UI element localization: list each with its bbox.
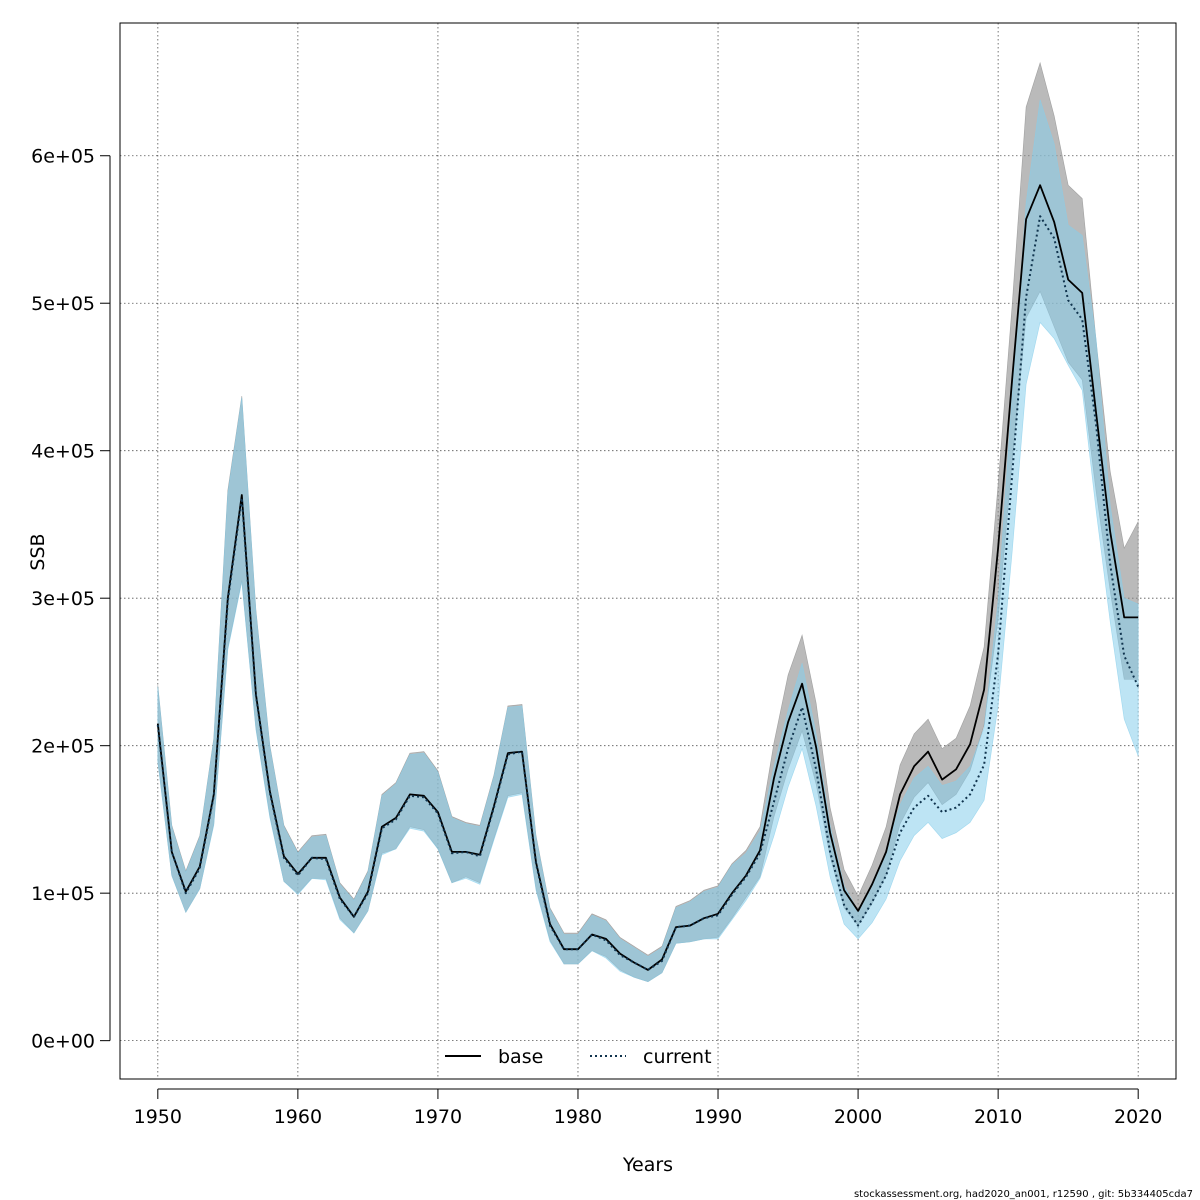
footer-note: stockassessment.org, had2020_an001, r125… [854,1189,1193,1200]
x-tick-label-2020: 2020 [1114,1106,1162,1128]
y-tick-label-600000: 6e+05 [31,146,95,168]
x-axis-title: Years [622,1154,673,1176]
y-tick-label-200000: 2e+05 [31,736,95,758]
x-tick-label-2000: 2000 [834,1106,882,1128]
y-tick-label-400000: 4e+05 [31,441,95,463]
legend: base current [445,1046,712,1068]
series-lines [156,184,1140,971]
x-tick-label-2010: 2010 [974,1106,1022,1128]
y-axis: 0e+00 1e+05 2e+05 3e+05 4e+05 5e+05 6e+05 [31,146,111,1053]
y-tick-label-100000: 1e+05 [31,883,95,905]
x-tick-label-1990: 1990 [694,1106,742,1128]
y-axis-title: SSB [27,533,49,570]
x-tick-label-1980: 1980 [554,1106,602,1128]
grid [120,23,1176,1079]
x-tick-label-1970: 1970 [414,1106,462,1128]
x-tick-label-1950: 1950 [134,1106,182,1128]
confidence-bands [157,61,1139,983]
legend-label-base: base [498,1046,543,1068]
band-current [157,99,1139,983]
y-tick-label-0: 0e+00 [31,1031,95,1053]
plot-frame [119,22,1177,1080]
legend-label-current: current [643,1046,712,1068]
y-tick-label-300000: 3e+05 [31,588,95,610]
x-axis: 1950 1960 1970 1980 1990 2000 2010 2020 [134,1088,1162,1128]
x-tick-label-1960: 1960 [274,1106,322,1128]
y-tick-label-500000: 5e+05 [31,293,95,315]
series-line-current [156,215,1140,971]
